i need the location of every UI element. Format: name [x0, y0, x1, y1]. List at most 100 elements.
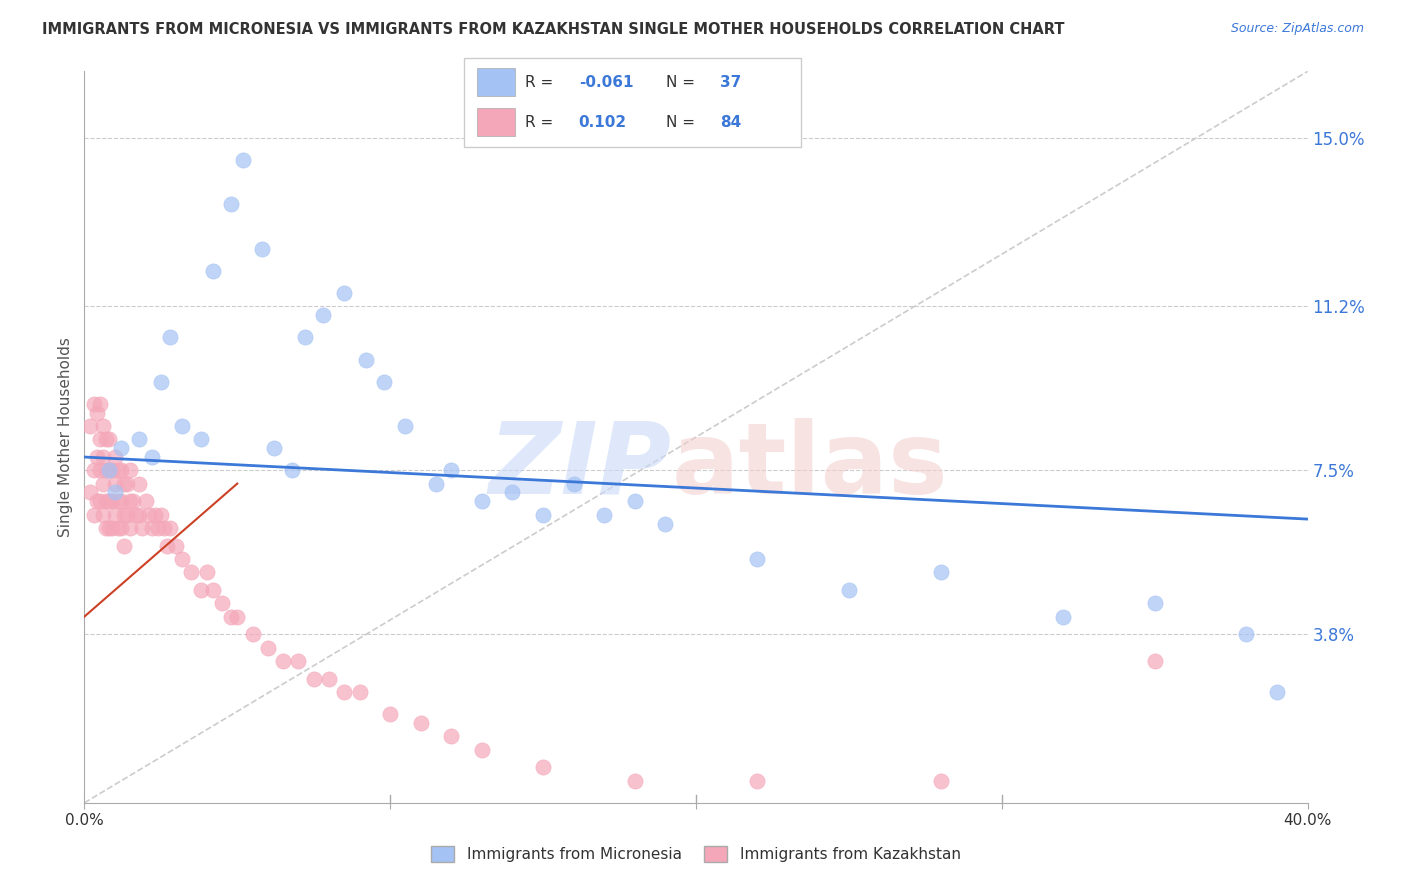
Point [83, 463, 105, 477]
Bar [478, 108, 515, 136]
Point [128, 476, 150, 491]
Point [86, 494, 108, 508]
Point [201, 582, 224, 597]
Point [747, 773, 769, 788]
Point [593, 508, 616, 522]
Point [654, 516, 676, 531]
Point [125, 508, 148, 522]
Point [1265, 685, 1288, 699]
Point [531, 508, 554, 522]
Point [219, 197, 242, 211]
Point [159, 330, 181, 344]
Point [110, 441, 132, 455]
Point [373, 375, 395, 389]
Point [624, 773, 647, 788]
Point [89, 494, 111, 508]
Point [91, 508, 114, 522]
Point [201, 264, 224, 278]
Point [1236, 627, 1258, 641]
Text: R =: R = [524, 115, 558, 129]
Point [409, 716, 432, 731]
Point [115, 508, 138, 522]
Point [110, 494, 132, 508]
Point [94, 521, 117, 535]
Point [562, 476, 585, 491]
Point [112, 508, 135, 522]
Point [120, 521, 142, 535]
Point [1143, 596, 1166, 610]
Text: 0.102: 0.102 [579, 115, 627, 129]
Y-axis label: Single Mother Households: Single Mother Households [58, 337, 73, 537]
Point [250, 242, 273, 256]
Text: 84: 84 [720, 115, 742, 129]
Point [302, 672, 325, 686]
Point [287, 654, 309, 668]
Point [156, 539, 179, 553]
Point [190, 582, 212, 597]
Point [141, 450, 163, 464]
Point [131, 521, 153, 535]
Point [149, 375, 172, 389]
Point [101, 521, 124, 535]
Point [120, 463, 142, 477]
Text: atlas: atlas [672, 417, 948, 515]
Point [318, 672, 340, 686]
Point [83, 397, 105, 411]
Point [107, 494, 129, 508]
Point [149, 508, 172, 522]
Point [531, 760, 554, 774]
Point [97, 432, 120, 446]
Point [172, 552, 194, 566]
Point [115, 476, 138, 491]
Text: R =: R = [524, 75, 558, 89]
Point [91, 450, 114, 464]
Point [94, 463, 117, 477]
Point [97, 463, 120, 477]
Point [83, 508, 105, 522]
Text: ZIP: ZIP [488, 417, 672, 515]
Point [394, 419, 416, 434]
Point [195, 566, 218, 580]
Point [101, 494, 124, 508]
Point [97, 521, 120, 535]
Point [838, 582, 860, 597]
Point [110, 463, 132, 477]
Point [94, 494, 117, 508]
Point [354, 352, 377, 367]
Point [146, 521, 169, 535]
Point [747, 552, 769, 566]
Point [219, 609, 242, 624]
Text: -0.061: -0.061 [579, 75, 633, 89]
Point [471, 742, 494, 756]
Point [104, 450, 127, 464]
Point [101, 463, 124, 477]
Point [242, 627, 264, 641]
Point [104, 508, 127, 522]
Point [440, 463, 463, 477]
Point [471, 494, 494, 508]
Point [104, 476, 127, 491]
Point [1052, 609, 1074, 624]
Text: N =: N = [666, 115, 700, 129]
Legend: Immigrants from Micronesia, Immigrants from Kazakhstan: Immigrants from Micronesia, Immigrants f… [425, 840, 967, 868]
Point [128, 432, 150, 446]
Point [153, 521, 176, 535]
Point [271, 654, 294, 668]
Point [79, 485, 101, 500]
Text: Source: ZipAtlas.com: Source: ZipAtlas.com [1230, 22, 1364, 36]
Point [138, 508, 160, 522]
Point [120, 494, 142, 508]
Point [440, 729, 463, 743]
Point [232, 153, 254, 167]
Point [425, 476, 447, 491]
Point [226, 609, 249, 624]
Point [91, 419, 114, 434]
Point [94, 432, 117, 446]
Point [110, 521, 132, 535]
Point [86, 450, 108, 464]
Point [104, 485, 127, 500]
Point [86, 406, 108, 420]
Point [97, 494, 120, 508]
Point [281, 463, 304, 477]
Point [349, 685, 371, 699]
